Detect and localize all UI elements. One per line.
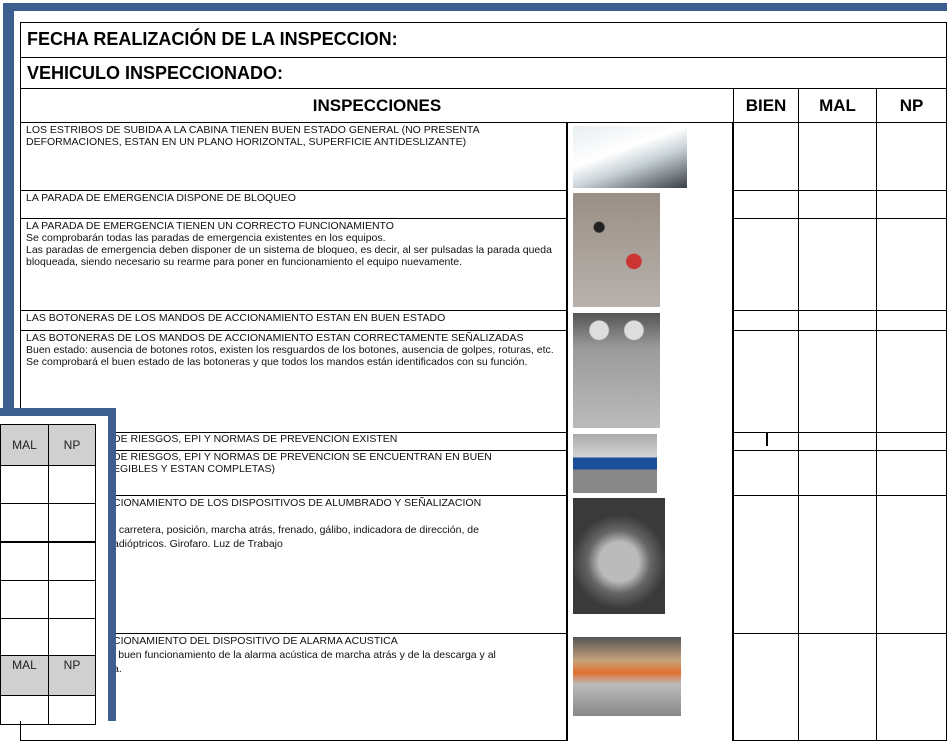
overlay-cell	[0, 618, 49, 656]
overlay-cell	[0, 465, 49, 504]
photo-panel	[573, 313, 660, 428]
check-cell	[798, 330, 877, 433]
col-header: INSPECCIONES	[20, 88, 734, 123]
frame-top	[3, 3, 947, 11]
check-cell	[876, 495, 947, 634]
check-cell	[733, 122, 799, 191]
row-text: LA PARADA DE EMERGENCIA DISPONE DE BLOQU…	[26, 192, 561, 204]
image-cell	[566, 633, 734, 741]
row-line: CIONAMIENTO DE LOS DISPOSITIVOS DE ALUMB…	[113, 497, 482, 509]
check-cell	[733, 450, 799, 496]
image-cell	[566, 122, 734, 191]
overlay-header: NP	[48, 655, 96, 696]
col-header: BIEN	[733, 88, 799, 123]
overlay-cell	[48, 503, 96, 542]
overlay-cell	[48, 465, 96, 504]
row-line: CIONAMIENTO DEL DISPOSITIVO DE ALARMA AC…	[113, 635, 398, 647]
check-cell	[876, 432, 947, 451]
paragraph: Buen estado: ausencia de botones rotos, …	[26, 344, 554, 356]
image-cell	[566, 190, 734, 311]
overlay-cell	[48, 580, 96, 619]
cursor	[766, 433, 768, 446]
check-cell	[733, 218, 799, 311]
check-cell	[876, 218, 947, 311]
check-cell	[798, 495, 877, 634]
row-line: , carretera, posición, marcha atrás, fre…	[113, 524, 479, 536]
check-cell	[876, 633, 947, 741]
overlay-cell	[0, 580, 49, 619]
overlay-cell	[48, 542, 96, 581]
row-text: LA PARADA DE EMERGENCIA TIENEN UN CORREC…	[26, 220, 561, 268]
check-cell	[733, 495, 799, 634]
paragraph: Se comprobarán todas las paradas de emer…	[26, 232, 386, 244]
check-cell	[876, 330, 947, 433]
image-cell	[566, 432, 734, 496]
check-cell	[733, 190, 799, 219]
paragraph: LAS BOTONERAS DE LOS MANDOS DE ACCIONAMI…	[26, 312, 446, 324]
check-cell	[798, 633, 877, 741]
check-cell	[798, 432, 877, 451]
check-cell	[876, 310, 947, 331]
paragraph: LAS BOTONERAS DE LOS MANDOS DE ACCIONAMI…	[26, 332, 524, 344]
check-cell	[733, 330, 799, 433]
check-cell	[876, 122, 947, 191]
image-cell	[566, 310, 734, 433]
overlay-cell	[48, 618, 96, 656]
check-cell	[876, 450, 947, 496]
photo-signs	[573, 434, 657, 493]
row-line: adióptricos. Girofaro. Luz de Trabajo	[113, 538, 283, 550]
check-cell	[798, 122, 877, 191]
check-cell	[798, 218, 877, 311]
paragraph: LA PARADA DE EMERGENCIA TIENEN UN CORREC…	[26, 220, 394, 232]
overlay-cell	[0, 542, 49, 581]
paragraph: Las paradas de emergencia deben disponer…	[26, 244, 552, 268]
fecha: FECHA REALIZACIÓN DE LA INSPECCION:	[20, 22, 947, 58]
col-header: NP	[876, 88, 947, 123]
row-line: DE RIESGOS, EPI Y NORMAS DE PREVENCION S…	[113, 451, 492, 463]
photo-truck	[573, 126, 687, 188]
photo-alarm	[573, 637, 681, 716]
check-cell	[798, 190, 877, 219]
overlay-header: MAL	[0, 424, 49, 466]
overlay-cell	[0, 503, 49, 542]
check-cell	[733, 633, 799, 741]
check-cell	[876, 190, 947, 219]
row-text: LAS BOTONERAS DE LOS MANDOS DE ACCIONAMI…	[26, 312, 561, 324]
row-line: l buen funcionamiento de la alarma acúst…	[113, 649, 496, 661]
overlay-header: NP	[48, 424, 96, 466]
row-line: a.	[113, 663, 122, 675]
check-cell	[733, 310, 799, 331]
check-cell	[798, 450, 877, 496]
col-header: MAL	[798, 88, 877, 123]
page: {"header": {"fecha": "FECHA REALIZACIÓN …	[0, 3, 947, 741]
row-line: EGIBLES Y ESTAN COMPLETAS)	[113, 463, 276, 475]
paragraph: LOS ESTRIBOS DE SUBIDA A LA CABINA TIENE…	[26, 124, 479, 148]
row-text: LAS BOTONERAS DE LOS MANDOS DE ACCIONAMI…	[26, 332, 561, 368]
paragraph: Se comprobará el buen estado de las boto…	[26, 356, 528, 368]
vehiculo: VEHICULO INSPECCIONADO:	[20, 57, 947, 89]
row-line: DE RIESGOS, EPI Y NORMAS DE PREVENCION E…	[113, 433, 398, 445]
row-text: LOS ESTRIBOS DE SUBIDA A LA CABINA TIENE…	[26, 124, 561, 148]
paragraph: LA PARADA DE EMERGENCIA DISPONE DE BLOQU…	[26, 192, 296, 204]
overlay-header: MAL	[0, 655, 49, 696]
image-cell	[566, 495, 734, 634]
frame-left	[3, 3, 14, 721]
photo-lights	[573, 498, 665, 614]
photo-emergency	[573, 193, 660, 307]
check-cell	[798, 310, 877, 331]
